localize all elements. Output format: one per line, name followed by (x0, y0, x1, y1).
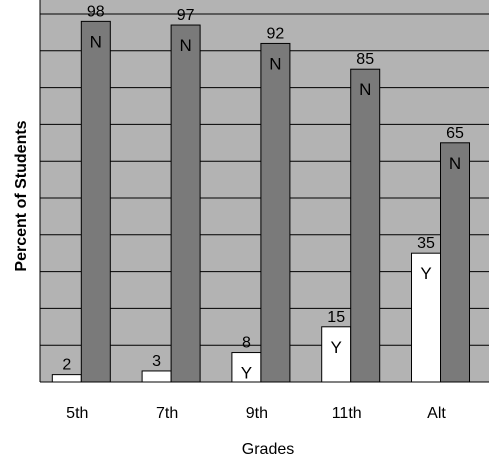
x-tick-labels: 5th 7th 9th 11th Alt (66, 405, 446, 422)
bar-n-11th (350, 68, 381, 383)
x-axis-label: Grades (242, 441, 294, 458)
bar-letter-label: N (269, 54, 281, 73)
data-label: 85 (356, 51, 374, 68)
data-label: 2 (62, 357, 71, 374)
bar-n-7th (170, 24, 201, 383)
bar-letter-label: N (90, 32, 102, 51)
data-label: 8 (242, 335, 251, 352)
x-tick-label: 7th (156, 405, 178, 422)
bar-y-11th (321, 326, 352, 383)
data-label: 35 (417, 235, 435, 252)
data-label: 3 (152, 353, 161, 370)
data-label: 98 (87, 3, 105, 20)
bar-y-5th (51, 374, 82, 383)
bar-letter-label: Y (241, 364, 252, 383)
bar-letter-label: Y (331, 338, 342, 357)
bar-n-9th (260, 42, 291, 383)
bar-letter-label: Y (420, 264, 431, 283)
bar-letter-label: N (449, 154, 461, 173)
bar-y-alt (411, 252, 442, 383)
data-label: 65 (446, 125, 464, 142)
bar-letter-label: N (179, 36, 191, 55)
y-axis-label: Percent of Students (13, 120, 30, 271)
data-label: 97 (177, 7, 195, 24)
bar-n-alt (440, 142, 471, 383)
bars: 2 98 N 3 97 N 8 Y 92 N 15 Y 85 N 35 Y 65 N (51, 3, 471, 383)
bar-n-5th (80, 20, 111, 383)
x-tick-label: 9th (246, 405, 268, 422)
bar-letter-label: N (359, 80, 371, 99)
data-label: 15 (327, 309, 345, 326)
data-label: 92 (267, 25, 285, 42)
x-tick-label: Alt (427, 405, 446, 422)
x-tick-label: 5th (66, 405, 88, 422)
bar-y-7th (141, 370, 172, 383)
x-tick-label: 11th (332, 405, 362, 422)
